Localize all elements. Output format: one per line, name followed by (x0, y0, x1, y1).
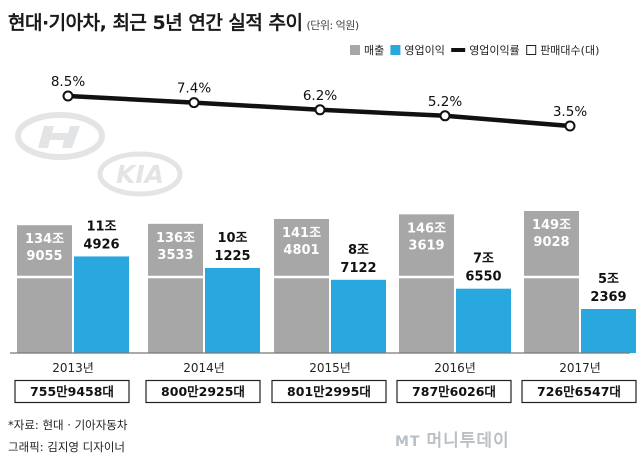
operating-margin-point (564, 120, 576, 132)
x-tick-label: 2013년 (52, 361, 94, 375)
legend: 매출 영업이익 영업이익률 판매대수(대) (350, 44, 599, 57)
operating-margin-label: 7.4% (177, 81, 211, 97)
operating-margin-label: 8.5% (51, 74, 85, 90)
source-note: *자료: 현대 · 기아자동차 (8, 418, 128, 432)
x-tick-label: 2015년 (309, 361, 351, 375)
operating-profit-label-line1: 5조 (598, 272, 619, 287)
revenue-label-line1: 141조 (282, 226, 321, 241)
revenue-bar (399, 214, 454, 353)
sales-box (14, 379, 130, 404)
watermark-mark: MT (395, 434, 421, 450)
operating-profit-bar (74, 256, 129, 353)
revenue-label-line2: 3619 (408, 238, 444, 253)
operating-profit-label-line2: 1225 (214, 249, 250, 264)
operating-margin-point (62, 90, 74, 102)
operating-margin-point (188, 97, 200, 109)
revenue-label-line2: 9028 (533, 235, 569, 250)
x-tick-label: 2017년 (559, 361, 601, 375)
operating-profit-bar (581, 309, 636, 353)
graphic-credit: 그래픽: 김지영 디자이너 (8, 440, 125, 454)
x-tick-labels: 2013년 2014년 2015년 2016년 2017년 (52, 361, 601, 375)
revenue-label-line2: 3533 (157, 248, 193, 263)
x-tick-label: 2014년 (183, 361, 225, 375)
revenue-bar (17, 225, 72, 353)
revenue-label-line2: 4801 (283, 243, 319, 258)
legend-swatch-1 (390, 45, 401, 55)
chart-title: 현대·기아차, 최근 5년 연간 실적 추이 (단위: 억원) (8, 8, 359, 35)
chart-title-text: 현대·기아차, 최근 5년 연간 실적 추이 (8, 12, 303, 34)
operating-profit-bar (205, 267, 260, 353)
operating-profit-label-line1: 11조 (86, 219, 116, 234)
operating-profit-label-line2: 6550 (465, 270, 501, 285)
margin-line-group: 8.5% 7.4% 6.2% 5.2% 3.5% (51, 74, 587, 132)
legend-swatch-3 (526, 45, 537, 55)
unit-label: (단위: 억원) (306, 19, 359, 32)
hyundai-logo (15, 112, 105, 160)
revenue-label-line1: 136조 (156, 231, 195, 246)
sales-box (521, 379, 637, 404)
revenue-label-line1: 146조 (407, 221, 446, 236)
sales-label: 801만2995대 (287, 384, 371, 399)
legend-label-0: 매출 (364, 44, 384, 57)
revenue-bar (524, 211, 579, 353)
sales-label: 755만9458대 (30, 384, 114, 399)
sales-box (145, 379, 261, 404)
sales-box (271, 379, 387, 404)
operating-profit-bar (331, 279, 386, 353)
watermark-site-name: 머니투데이 (426, 431, 510, 451)
svg-text:KIA: KIA (116, 160, 164, 189)
operating-margin-point (439, 110, 451, 122)
revenue-bar (148, 223, 203, 353)
legend-swatch-2 (451, 48, 466, 52)
operating-margin-label: 5.2% (428, 94, 462, 110)
operating-profit-label-line1: 8조 (348, 243, 369, 258)
revenue-label-line1: 134조 (25, 232, 64, 247)
sales-volume-row: 755만9458대 800만2925대 801만2995대 787만6026대 726만… (14, 379, 637, 404)
revenue-label-line1: 149조 (532, 218, 571, 233)
operating-margin-label: 3.5% (553, 104, 587, 120)
sales-label: 787만6026대 (412, 384, 496, 399)
operating-margin-point (314, 104, 326, 116)
revenue-bar (274, 218, 329, 353)
operating-profit-label-line2: 7122 (340, 261, 376, 276)
x-tick-label: 2016년 (434, 361, 476, 375)
operating-margin-label: 6.2% (303, 88, 337, 104)
legend-label-2: 영업이익률 (469, 44, 520, 57)
sales-box (396, 379, 512, 404)
sales-label: 726만6547대 (537, 384, 621, 399)
legend-label-1: 영업이익 (404, 44, 444, 57)
revenue-label-line2: 9055 (26, 249, 62, 264)
operating-profit-label-line2: 2369 (590, 290, 626, 305)
operating-profit-label-line2: 4926 (83, 237, 119, 252)
operating-profit-label-line1: 7조 (473, 252, 494, 267)
bar-group: 134조 9055 11조 4926 136조 3533 10조 1225 141조 4801 8조… (17, 211, 636, 353)
operating-profit-bar (456, 288, 511, 353)
legend-swatch-0 (350, 45, 360, 55)
kia-logo: KIA (97, 151, 183, 197)
sales-label: 800만2925대 (161, 384, 245, 399)
operating-profit-label-line1: 10조 (217, 231, 247, 246)
publisher-watermark: MT 머니투데이 (395, 426, 510, 451)
legend-label-3: 판매대수(대) (540, 44, 599, 57)
